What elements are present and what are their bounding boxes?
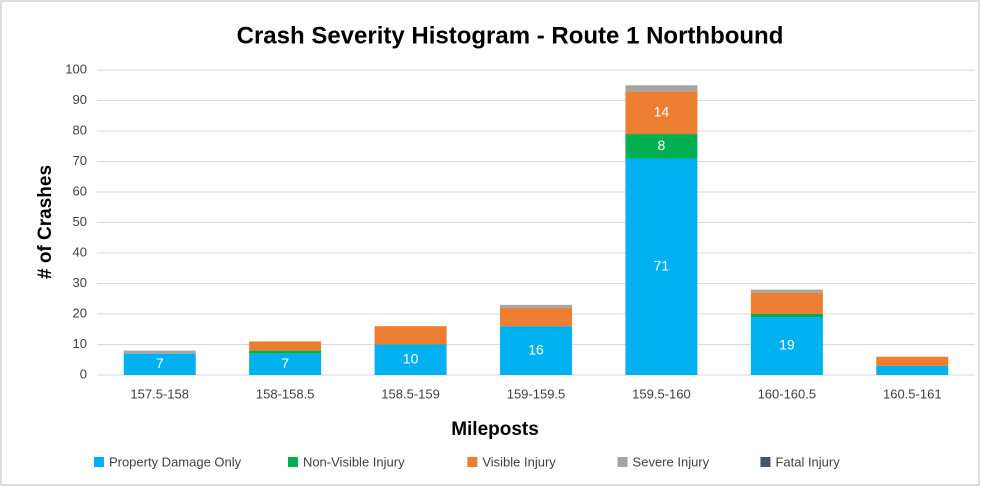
data-label: 8 <box>658 137 666 153</box>
bar-segment <box>500 307 572 327</box>
data-label: 71 <box>654 257 670 273</box>
y-tick-label: 60 <box>73 183 87 198</box>
bar-segment <box>750 314 823 318</box>
x-tick-label: 159.5-160 <box>632 386 691 401</box>
bar-segment <box>625 158 698 375</box>
legend-swatch <box>617 457 628 467</box>
y-tick-label: 20 <box>73 305 87 320</box>
data-label: 10 <box>403 350 419 366</box>
data-label: 14 <box>654 103 670 119</box>
bar-segment <box>750 289 823 293</box>
bar-segment <box>249 353 322 375</box>
legend-swatch <box>467 457 478 467</box>
bar-segment <box>249 341 322 351</box>
legend-swatch <box>287 457 298 467</box>
legend-label: Non-Visible Injury <box>303 454 405 469</box>
y-tick-label: 50 <box>73 214 87 229</box>
bar-segment <box>123 353 196 375</box>
y-axis-title: # of Crashes <box>35 165 56 279</box>
bar-segment <box>750 317 823 375</box>
x-tick-label: 159-159.5 <box>507 386 566 401</box>
bar-segment <box>625 134 698 159</box>
bar-segment <box>374 326 447 345</box>
y-tick-label: 100 <box>65 61 87 76</box>
y-tick-label: 80 <box>73 122 87 137</box>
bar-segment <box>374 344 447 375</box>
chart-title: Crash Severity Histogram - Route 1 North… <box>237 22 784 49</box>
data-label: 16 <box>528 341 544 357</box>
y-tick-label: 90 <box>73 92 87 107</box>
legend-label: Fatal Injury <box>775 454 840 469</box>
bar-segment <box>625 91 698 135</box>
data-label: 7 <box>156 355 164 371</box>
y-tick-label: 70 <box>73 153 87 168</box>
bar-segment <box>876 365 949 375</box>
data-label: 7 <box>281 355 289 371</box>
y-tick-label: 0 <box>80 366 87 381</box>
x-tick-label: 160-160.5 <box>758 386 817 401</box>
bar-segment <box>249 350 322 354</box>
y-tick-label: 40 <box>73 244 87 259</box>
y-tick-label: 30 <box>73 275 87 290</box>
x-tick-label: 158-158.5 <box>256 386 315 401</box>
data-label: 19 <box>779 337 795 353</box>
bar-segment <box>625 85 698 92</box>
x-axis-title: Mileposts <box>451 419 539 440</box>
bar-segment <box>500 326 572 375</box>
bar-segment <box>123 350 196 354</box>
y-tick-label: 10 <box>73 336 87 351</box>
legend-swatch <box>93 457 104 467</box>
bar-segment <box>876 356 949 366</box>
bar-segment <box>750 292 823 314</box>
x-tick-label: 160.5-161 <box>883 386 942 401</box>
legend-label: Visible Injury <box>482 454 556 469</box>
legend-label: Property Damage Only <box>109 454 242 469</box>
x-tick-label: 157.5-158 <box>130 386 189 401</box>
bar-segment <box>500 304 572 308</box>
legend-swatch <box>760 457 771 467</box>
x-tick-label: 158.5-159 <box>381 386 440 401</box>
legend-label: Severe Injury <box>633 454 710 469</box>
